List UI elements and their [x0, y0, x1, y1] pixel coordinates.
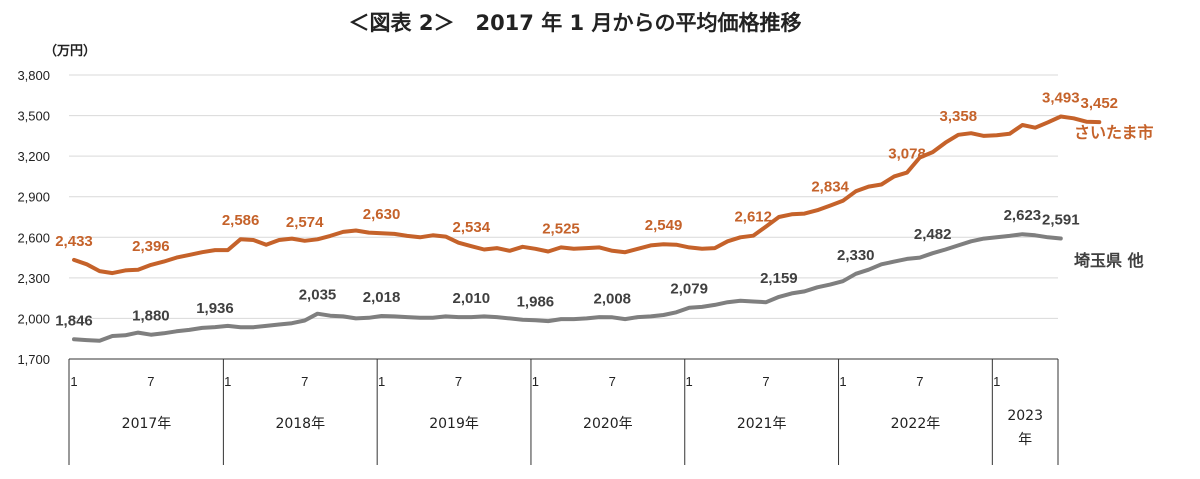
y-tick-label: 2,900 — [17, 190, 50, 205]
y-tick-label: 2,000 — [17, 311, 50, 326]
x-month-tick-label: 7 — [609, 374, 616, 389]
data-label: 2,525 — [542, 220, 580, 237]
y-tick-label: 3,800 — [17, 68, 50, 83]
data-label: 2,591 — [1042, 212, 1080, 229]
x-month-tick-label: 7 — [762, 374, 769, 389]
x-month-tick-label: 7 — [916, 374, 923, 389]
chart-title: ＜図表 2＞ 2017 年 1 月からの平均価格推移 — [349, 11, 802, 35]
x-year-label: 2018年 — [275, 416, 325, 432]
y-tick-label: 2,600 — [17, 230, 50, 245]
data-label: 2,482 — [914, 226, 952, 243]
series-lines — [72, 114, 1102, 343]
y-tick-label: 3,200 — [17, 149, 50, 164]
data-label: 3,358 — [940, 108, 978, 125]
x-year-label: 2023 — [1007, 408, 1043, 424]
x-year-label: 2020年 — [583, 416, 633, 432]
data-label: 2,035 — [299, 287, 337, 304]
data-label: 2,549 — [645, 217, 683, 234]
data-label: 1,846 — [55, 312, 93, 329]
y-tick-label: 2,300 — [17, 271, 50, 286]
x-month-tick-label: 1 — [378, 374, 385, 389]
series-name-saitama-other: 埼玉県 他 — [1074, 251, 1144, 270]
data-label: 2,018 — [363, 289, 401, 306]
y-tick-label: 3,500 — [17, 109, 50, 124]
saitama-other-line — [72, 232, 1063, 343]
data-label: 2,574 — [286, 214, 324, 231]
data-label: 2,534 — [453, 219, 491, 236]
series-name-saitama-city: さいたま市 — [1074, 123, 1154, 142]
x-month-tick-label: 7 — [301, 374, 308, 389]
x-month-tick-label: 1 — [70, 374, 77, 389]
data-label: 3,493 — [1042, 90, 1080, 107]
x-month-tick-label: 1 — [993, 374, 1000, 389]
data-label: 2,396 — [132, 238, 170, 255]
data-label: 2,330 — [837, 247, 875, 264]
data-label: 2,834 — [811, 179, 849, 196]
axes: 1,700 2,000 2,300 2,600 2,900 3,200 3,500 3,800… — [17, 68, 1059, 465]
data-label: 3,452 — [1080, 95, 1118, 112]
data-label: 2,612 — [734, 209, 772, 226]
data-label: 1,936 — [196, 300, 234, 317]
data-label: 3,078 — [888, 146, 926, 163]
x-month-tick-label: 1 — [532, 374, 539, 389]
saitama-city-line — [72, 114, 1102, 276]
x-year-label: 2021年 — [737, 416, 787, 432]
x-month-tick-label: 1 — [839, 374, 846, 389]
x-year-label: 2022年 — [891, 416, 941, 432]
gridlines — [69, 74, 1058, 360]
data-label: 1,986 — [517, 293, 555, 310]
x-year-label: 2017年 — [122, 416, 172, 432]
data-label: 2,159 — [760, 270, 798, 287]
data-label: 2,630 — [363, 206, 401, 223]
data-label: 2,079 — [670, 281, 708, 298]
x-year-label: 年 — [1018, 432, 1032, 448]
data-labels: 2,433 2,396 2,586 2,574 2,630 2,534 2,525 2,549… — [55, 90, 1118, 330]
data-label: 2,623 — [1004, 207, 1042, 224]
data-label: 2,433 — [55, 233, 93, 250]
data-label: 2,008 — [593, 290, 631, 307]
data-label: 2,010 — [453, 290, 491, 307]
x-month-tick-label: 1 — [686, 374, 693, 389]
x-month-tick-label: 7 — [147, 374, 154, 389]
x-month-tick-label: 1 — [224, 374, 231, 389]
y-axis-unit-label: （万円） — [44, 43, 96, 59]
data-label: 2,586 — [222, 212, 260, 229]
x-year-label: 2019年 — [429, 416, 479, 432]
x-month-tick-label: 7 — [455, 374, 462, 389]
data-label: 1,880 — [132, 308, 170, 325]
y-tick-label: 1,700 — [17, 352, 50, 367]
